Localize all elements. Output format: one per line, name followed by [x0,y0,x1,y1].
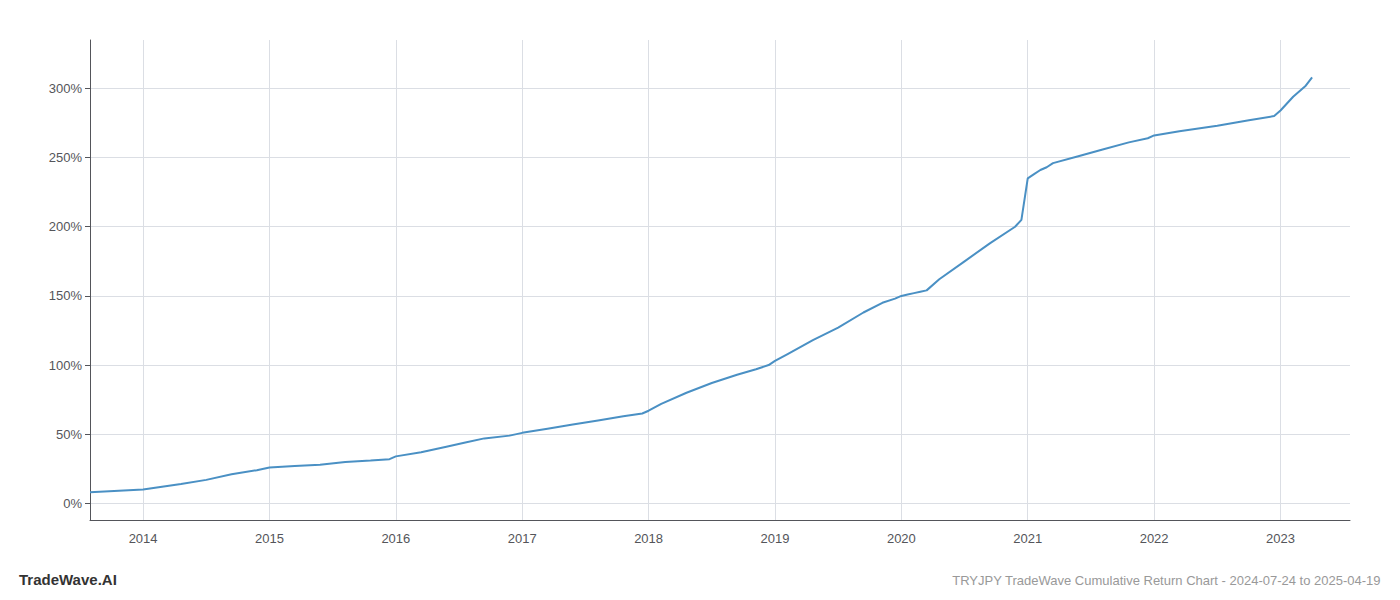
svg-text:2018: 2018 [634,531,663,546]
svg-text:250%: 250% [49,150,83,165]
svg-text:2014: 2014 [129,531,158,546]
svg-text:50%: 50% [56,427,82,442]
svg-text:2023: 2023 [1266,531,1295,546]
svg-text:2017: 2017 [508,531,537,546]
svg-text:TradeWave.AI: TradeWave.AI [19,571,117,588]
svg-text:200%: 200% [49,219,83,234]
svg-text:100%: 100% [49,358,83,373]
svg-text:2022: 2022 [1140,531,1169,546]
svg-text:0%: 0% [63,496,82,511]
svg-text:2021: 2021 [1013,531,1042,546]
svg-text:300%: 300% [49,81,83,96]
svg-text:TRYJPY TradeWave Cumulative Re: TRYJPY TradeWave Cumulative Return Chart… [952,573,1380,588]
svg-text:2015: 2015 [255,531,284,546]
svg-text:2019: 2019 [761,531,790,546]
svg-text:2020: 2020 [887,531,916,546]
svg-text:2016: 2016 [381,531,410,546]
svg-text:150%: 150% [49,288,83,303]
